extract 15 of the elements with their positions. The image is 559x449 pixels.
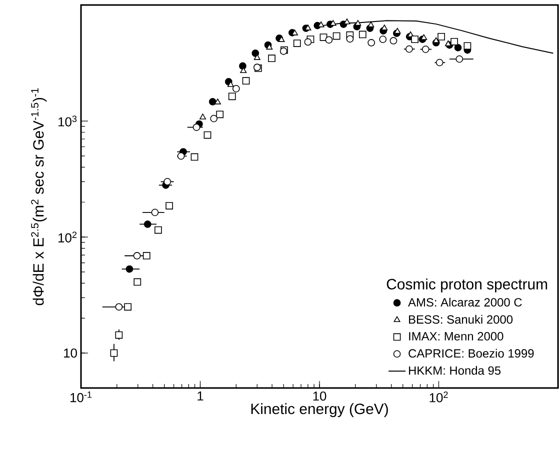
legend-label: HKKM: Honda 95 [409,366,501,375]
legend-label: BESS: Sanuki 2000 [409,314,513,324]
legend-label: CAPRICE: Boezio 1999 [408,348,534,358]
y-tick-label: 10 [64,348,77,358]
legend-label: AMS: Alcaraz 2000 C [408,298,522,307]
legend-label: IMAX: Menn 2000 [409,332,504,341]
y-tick-label: 10$^{2}$ [58,232,77,242]
x-tick-label: 10$^{-1}$ [70,392,92,402]
legend-title: Cosmic proton spectrum [386,278,548,292]
x-tick-label: 10$^{2}$ [430,392,448,402]
x-axis-title: Kinetic energy (GeV) [251,403,388,418]
y-tick-label: 10$^{3}$ [58,116,77,126]
y-axis-title: dΦ/dE x E$^{2.5}$(m$^{2}$ sec sr GeV$^{-1.5}$)$^{-1}$ [31,88,47,306]
x-tick-label: 10 [313,392,326,401]
x-tick-label: 1 [198,392,204,400]
